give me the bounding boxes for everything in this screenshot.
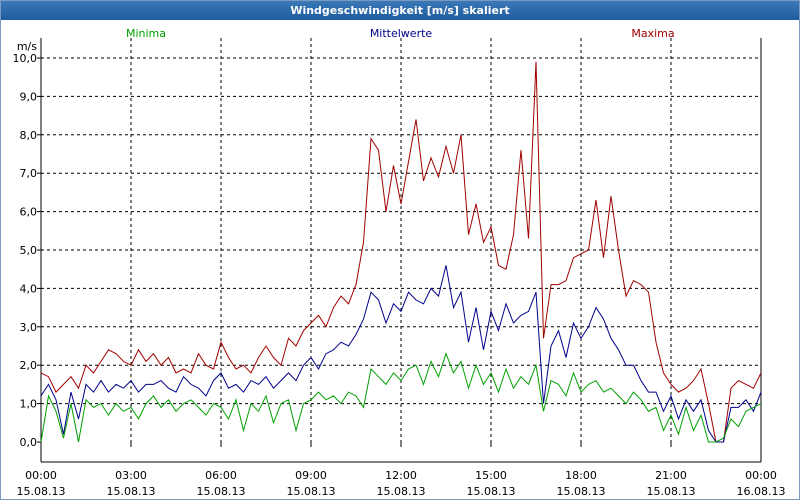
series-line-maxima xyxy=(40,61,762,443)
x-tick-time: 15:00 xyxy=(475,469,507,482)
y-tick-label: 6,0 xyxy=(20,206,38,219)
legend-item-mittelwerte: Mittelwerte xyxy=(370,27,433,40)
x-tick-date: 15.08.13 xyxy=(647,485,696,498)
y-tick-label: 0,0 xyxy=(20,436,38,449)
x-tick-time: 09:00 xyxy=(295,469,327,482)
y-tick-label: 9,0 xyxy=(20,90,38,103)
x-tick-time: 00:00 xyxy=(745,469,777,482)
x-tick-date: 15.08.13 xyxy=(467,485,516,498)
y-tick-label: 3,0 xyxy=(20,321,38,334)
x-tick-date: 15.08.13 xyxy=(17,485,66,498)
x-tick-time: 21:00 xyxy=(655,469,687,482)
series-line-mittelwerte xyxy=(40,265,762,443)
x-tick-date: 15.08.13 xyxy=(197,485,246,498)
x-tick-time: 03:00 xyxy=(115,469,147,482)
series-lines xyxy=(40,61,762,443)
legend-item-maxima: Maxima xyxy=(631,27,674,40)
y-tick-label: 2,0 xyxy=(20,359,38,372)
y-tick-label: 10,0 xyxy=(13,52,38,65)
x-tick-time: 00:00 xyxy=(25,469,57,482)
legend-item-minima: Minima xyxy=(126,27,166,40)
y-axis-unit: m/s xyxy=(17,40,37,53)
x-tick-time: 12:00 xyxy=(385,469,417,482)
x-tick-date: 15.08.13 xyxy=(287,485,336,498)
series-line-minima xyxy=(40,352,762,443)
x-tick-time: 06:00 xyxy=(205,469,237,482)
x-tick-time: 18:00 xyxy=(565,469,597,482)
axes: 0,0 1,0 2,0 3,0 4,0 5,0 6,0 7,0 8,0 9,0 10,0 00:00 1… xyxy=(13,38,786,498)
y-tick-label: 7,0 xyxy=(20,167,38,180)
x-tick-date: 15.08.13 xyxy=(557,485,606,498)
window-title: Windgeschwindigkeit [m/s] skaliert xyxy=(1,1,799,20)
x-tick-date: 15.08.13 xyxy=(377,485,426,498)
y-tick-label: 8,0 xyxy=(20,129,38,142)
legend: Minima Mittelwerte Maxima xyxy=(126,27,675,40)
y-tick-label: 4,0 xyxy=(20,282,38,295)
y-tick-label: 5,0 xyxy=(20,244,38,257)
x-tick-date: 16.08.13 xyxy=(737,485,786,498)
y-tick-label: 1,0 xyxy=(20,398,38,411)
grid xyxy=(41,38,761,442)
x-tick-date: 15.08.13 xyxy=(107,485,156,498)
